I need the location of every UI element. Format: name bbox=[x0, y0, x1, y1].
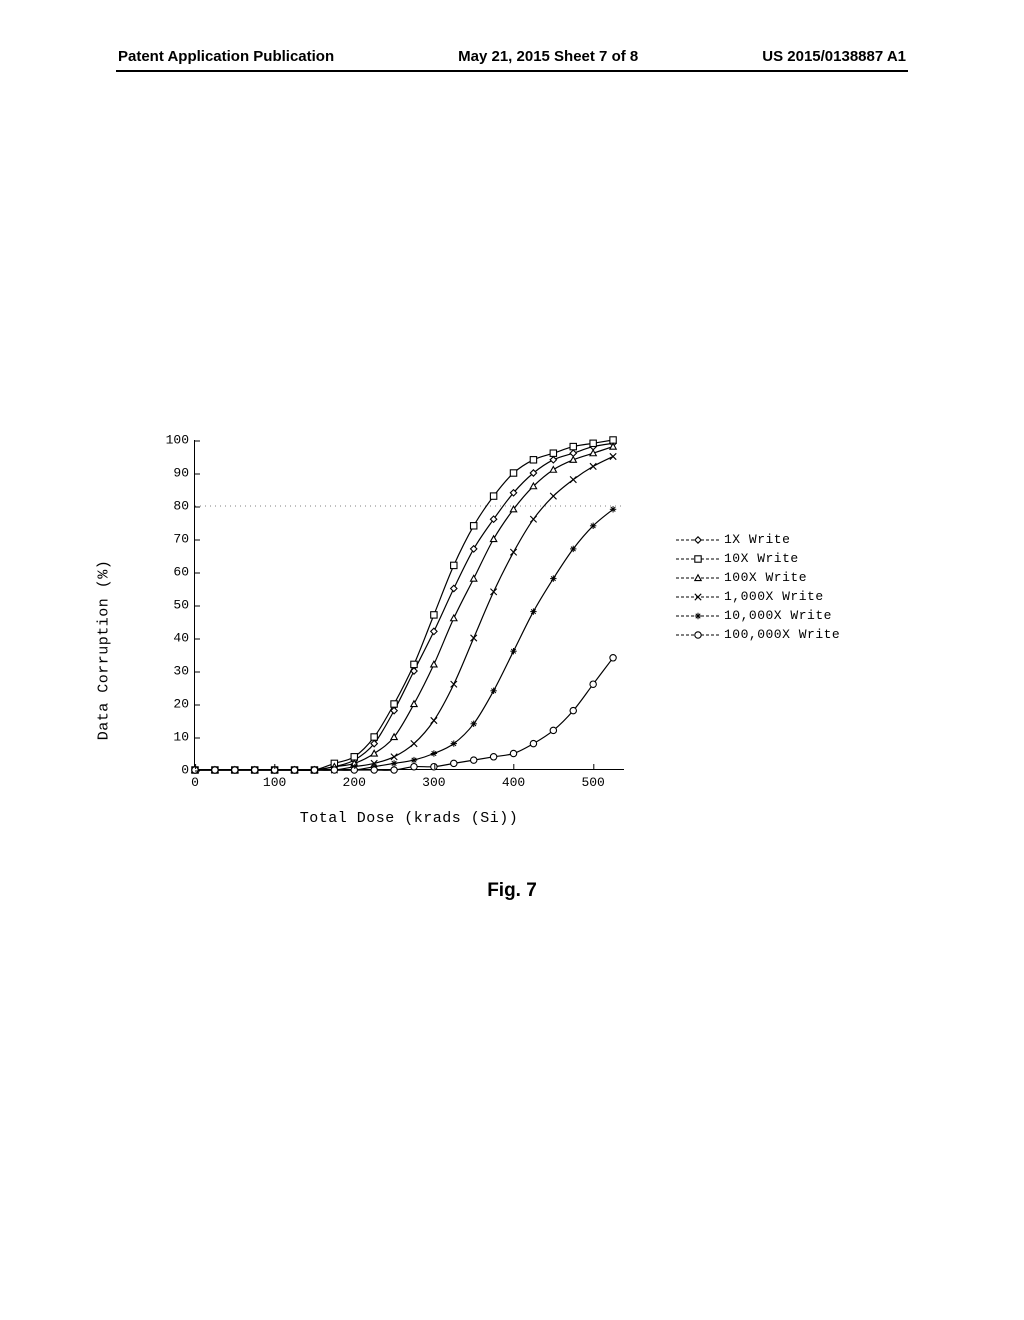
legend-marker-icon bbox=[676, 608, 720, 624]
legend-item: 1,000X Write bbox=[676, 587, 840, 606]
y-tick: 20 bbox=[173, 697, 195, 712]
chart-svg bbox=[195, 440, 625, 770]
y-tick: 90 bbox=[173, 466, 195, 481]
legend-item: 100,000X Write bbox=[676, 625, 840, 644]
legend-label: 1X Write bbox=[724, 532, 790, 547]
legend-marker-icon bbox=[676, 627, 720, 643]
x-tick: 400 bbox=[502, 769, 525, 790]
legend-label: 10,000X Write bbox=[724, 608, 832, 623]
legend-item: 10,000X Write bbox=[676, 606, 840, 625]
legend-item: 100X Write bbox=[676, 568, 840, 587]
legend: 1X Write 10X Write 100X Write 1,000X Write 1… bbox=[676, 530, 840, 644]
legend-item: 1X Write bbox=[676, 530, 840, 549]
header-rule bbox=[116, 70, 908, 72]
x-axis-label: Total Dose (krads (Si)) bbox=[194, 810, 624, 827]
legend-item: 10X Write bbox=[676, 549, 840, 568]
legend-label: 100X Write bbox=[724, 570, 807, 585]
legend-marker-icon bbox=[676, 570, 720, 586]
x-tick: 200 bbox=[343, 769, 366, 790]
legend-marker-icon bbox=[676, 532, 720, 548]
header-right: US 2015/0138887 A1 bbox=[762, 48, 906, 65]
legend-label: 10X Write bbox=[724, 551, 799, 566]
header-left: Patent Application Publication bbox=[118, 48, 334, 65]
header-center: May 21, 2015 Sheet 7 of 8 bbox=[458, 48, 638, 65]
y-tick: 30 bbox=[173, 664, 195, 679]
y-tick: 50 bbox=[173, 598, 195, 613]
y-tick: 100 bbox=[166, 433, 195, 448]
legend-label: 100,000X Write bbox=[724, 627, 840, 642]
chart: Data Corruption (%) 01020304050607080901… bbox=[116, 440, 908, 860]
x-tick: 300 bbox=[422, 769, 445, 790]
patent-header: Patent Application Publication May 21, 2… bbox=[0, 48, 1024, 65]
y-axis-label: Data Corruption (%) bbox=[96, 560, 113, 741]
y-tick: 40 bbox=[173, 631, 195, 646]
legend-label: 1,000X Write bbox=[724, 589, 824, 604]
plot-area: 01020304050607080901000100200300400500 bbox=[194, 440, 624, 770]
legend-marker-icon bbox=[676, 589, 720, 605]
x-tick: 500 bbox=[581, 769, 604, 790]
legend-marker-icon bbox=[676, 551, 720, 567]
y-tick: 80 bbox=[173, 499, 195, 514]
figure-caption: Fig. 7 bbox=[0, 880, 1024, 902]
x-tick: 0 bbox=[191, 769, 199, 790]
y-tick: 60 bbox=[173, 565, 195, 580]
y-tick: 70 bbox=[173, 532, 195, 547]
x-tick: 100 bbox=[263, 769, 286, 790]
y-tick: 10 bbox=[173, 730, 195, 745]
